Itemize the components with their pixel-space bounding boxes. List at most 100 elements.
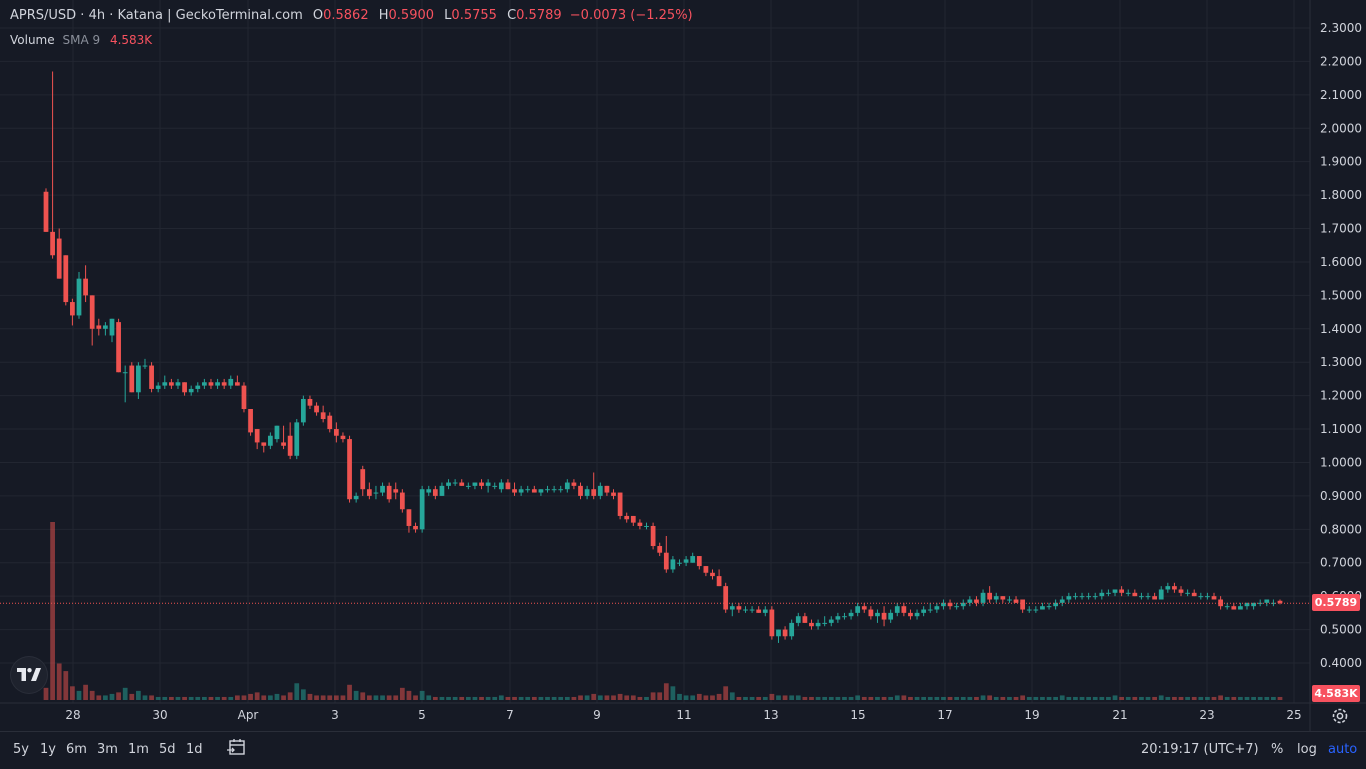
candle-body <box>987 592 993 600</box>
candle-body <box>571 482 577 486</box>
candle-body <box>1026 609 1032 611</box>
volume-bar <box>1172 696 1177 700</box>
volume-bar <box>1218 695 1223 700</box>
volume-bar <box>538 696 544 700</box>
volume-bar <box>650 692 656 700</box>
volume-bar <box>545 696 550 700</box>
candle-body <box>1000 596 1006 600</box>
volume-bar <box>129 693 135 700</box>
candle-body <box>1145 596 1151 598</box>
volume-bar <box>663 683 669 700</box>
volume-bar <box>294 683 300 700</box>
candle-body <box>762 609 768 613</box>
volume-bar <box>1178 696 1184 700</box>
range-1y-button[interactable]: 1y <box>40 742 56 757</box>
candle-body <box>644 525 649 527</box>
volume-bar <box>116 692 121 700</box>
tradingview-logo-icon[interactable] <box>11 657 47 693</box>
price-axis-label: 1.0000 <box>1320 455 1362 469</box>
clock-timezone[interactable]: 20:19:17 (UTC+7) <box>1141 742 1259 757</box>
candle-body <box>413 525 418 530</box>
volume-bar <box>934 696 940 700</box>
candle-body <box>96 325 102 329</box>
candle-body <box>109 318 115 336</box>
candle-body <box>941 602 946 607</box>
candle-body <box>281 442 286 446</box>
volume-bar <box>1112 695 1118 700</box>
candle-body <box>967 599 973 603</box>
candle-body <box>432 489 438 496</box>
price-axis-label: 1.9000 <box>1320 155 1362 169</box>
candle-body <box>1218 599 1223 607</box>
candle-body <box>373 492 379 494</box>
candle-body <box>274 425 280 440</box>
volume-bar <box>1007 696 1012 700</box>
volume-bar <box>1251 696 1256 700</box>
gear-icon[interactable] <box>1330 706 1350 726</box>
candle-body <box>1244 602 1250 607</box>
candle-body <box>822 622 828 624</box>
volume-label: Volume <box>10 33 55 47</box>
candle-body <box>221 382 227 386</box>
volume-bar <box>1152 696 1157 700</box>
candle-body <box>947 602 953 607</box>
candle-body <box>1125 592 1131 594</box>
volume-bar <box>729 692 735 700</box>
candle-body <box>802 616 808 623</box>
volume-bar <box>439 696 445 700</box>
time-axis-label: 9 <box>593 708 601 722</box>
volume-bar <box>248 693 253 700</box>
volume-bar <box>564 696 570 700</box>
candle-body <box>1013 599 1019 603</box>
candle-body <box>1191 592 1197 597</box>
candle-body <box>578 485 583 496</box>
volume-bar <box>485 696 491 700</box>
volume-bar <box>63 671 69 700</box>
candle-body <box>1092 596 1098 598</box>
candle-body <box>241 385 247 409</box>
range-5d-button[interactable]: 5d <box>159 742 176 757</box>
candle-body <box>254 429 260 443</box>
volume-bar <box>221 696 227 700</box>
range-6m-button[interactable]: 6m <box>66 742 87 757</box>
candle-body <box>954 606 960 608</box>
log-scale-button[interactable]: log <box>1297 742 1317 757</box>
volume-bar <box>815 696 821 700</box>
candle-body <box>248 409 253 433</box>
candle-body <box>1185 592 1190 594</box>
range-3m-button[interactable]: 3m <box>97 742 118 757</box>
volume-value: 4.583K <box>109 33 153 47</box>
candle-body <box>875 612 880 617</box>
auto-scale-button[interactable]: auto <box>1328 742 1358 757</box>
volume-bar <box>333 695 339 700</box>
volume-bar <box>828 696 834 700</box>
candle-body <box>393 489 399 493</box>
volume-bar <box>809 696 814 700</box>
volume-bar <box>208 696 214 700</box>
price-chart[interactable]: 2.3000 2.2000 2.1000 2.0000 1.9000 1.8000 1.70… <box>0 0 1366 731</box>
percent-scale-button[interactable]: % <box>1271 742 1284 757</box>
price-axis-label: 1.6000 <box>1320 255 1362 269</box>
calendar-icon[interactable] <box>226 738 248 758</box>
candle-body <box>1086 596 1092 598</box>
volume-bar <box>1040 696 1045 700</box>
volume-bar <box>1046 696 1052 700</box>
volume-bar <box>406 690 412 700</box>
range-1d-button[interactable]: 1d <box>186 742 203 757</box>
time-axis-label: Apr <box>238 708 259 722</box>
volume-bar <box>465 696 471 700</box>
volume-bar <box>413 695 418 700</box>
volume-bar <box>624 695 630 700</box>
volume-bar <box>1238 696 1243 700</box>
chart-legend: APRS/USD · 4h · Katana | GeckoTerminal.c… <box>10 8 693 23</box>
volume-bar <box>472 696 478 700</box>
candle-body <box>663 552 669 570</box>
price-axis-label: 0.7000 <box>1320 556 1362 570</box>
volume-bar <box>941 696 946 700</box>
candle-body <box>690 556 696 563</box>
range-5y-button[interactable]: 5y <box>13 742 29 757</box>
volume-bar <box>512 696 517 700</box>
volume-bar <box>1191 696 1197 700</box>
time-axis-label: 5 <box>418 708 426 722</box>
range-1m-button[interactable]: 1m <box>128 742 149 757</box>
